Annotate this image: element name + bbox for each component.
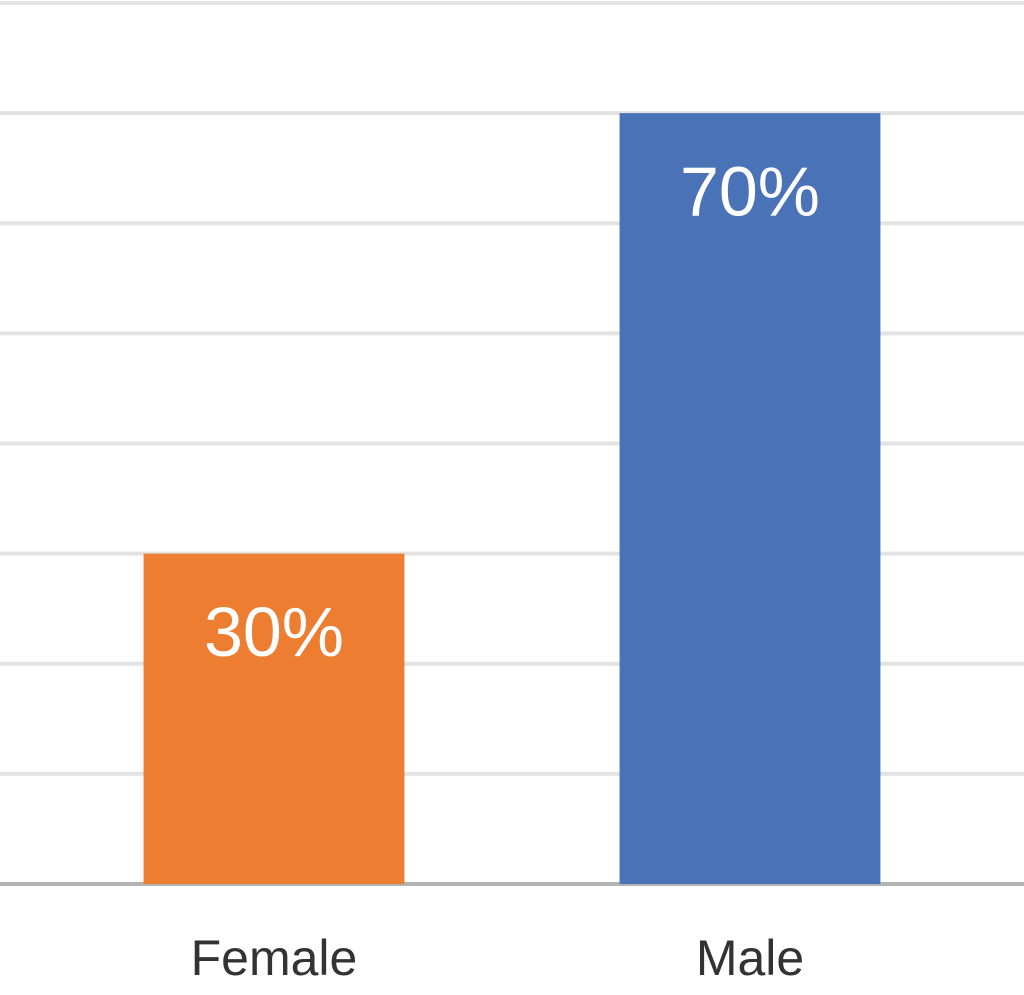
x-tick-label: Female	[191, 930, 358, 986]
x-tick-label: Male	[696, 930, 804, 986]
bar	[619, 113, 881, 884]
bar	[143, 553, 405, 884]
value-label: 70%	[680, 153, 820, 231]
value-label: 30%	[204, 593, 344, 671]
